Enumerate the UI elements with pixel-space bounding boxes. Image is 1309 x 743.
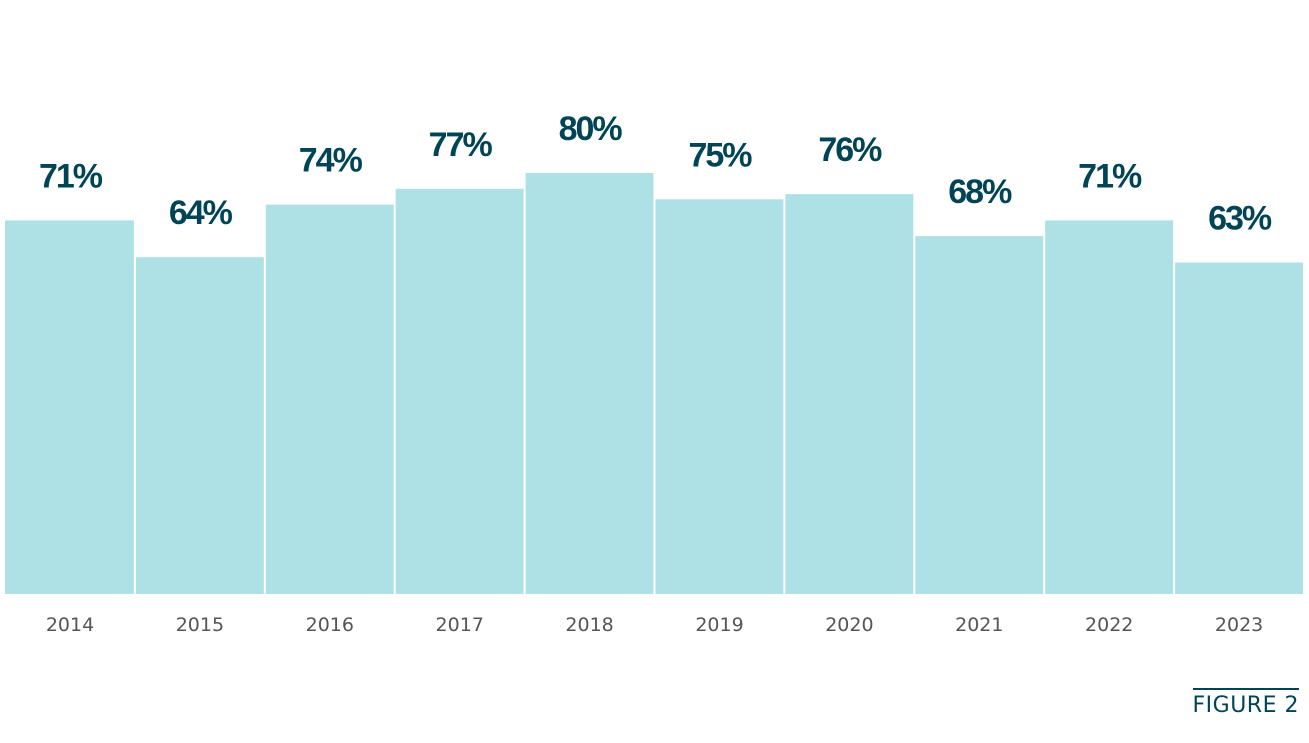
bar-2017 <box>395 188 524 595</box>
bar-value-label-2015: 64% <box>169 194 233 232</box>
x-tick-label-2018: 2018 <box>565 614 613 636</box>
bar-value-label-2020: 76% <box>818 131 882 169</box>
value-labels-group: 71% 64% 74% 77% 80% 75% 76% 68% 71% 63% <box>39 110 1274 238</box>
x-tick-label-2019: 2019 <box>695 614 743 636</box>
bar-value-label-2016: 74% <box>299 142 363 180</box>
bar-2020 <box>785 194 914 594</box>
x-tick-label-2017: 2017 <box>436 614 484 636</box>
bar-value-label-2023: 63% <box>1208 200 1272 238</box>
x-tick-label-2020: 2020 <box>825 614 873 636</box>
bar-value-label-2017: 77% <box>429 126 493 164</box>
figure-label: FIGURE 2 <box>1192 688 1299 718</box>
x-tick-label-2015: 2015 <box>176 614 224 636</box>
x-tick-label-2014: 2014 <box>46 614 94 636</box>
x-axis-tick-labels: 2014 2015 2016 2017 2018 2019 2020 2021 2022 2023 <box>46 614 1263 636</box>
bar-value-label-2018: 80% <box>559 110 623 148</box>
x-tick-label-2022: 2022 <box>1085 614 1133 636</box>
bar-2018 <box>525 173 654 594</box>
bar-2014 <box>5 220 134 594</box>
bar-value-label-2014: 71% <box>39 157 103 195</box>
bar-2021 <box>915 236 1044 594</box>
bar-2016 <box>265 204 394 594</box>
bar-value-label-2022: 71% <box>1078 157 1142 195</box>
bar-value-label-2021: 68% <box>948 173 1012 211</box>
bars-group <box>5 173 1303 595</box>
bar-value-label-2019: 75% <box>688 136 752 174</box>
x-tick-label-2023: 2023 <box>1215 614 1263 636</box>
bar-2022 <box>1045 220 1174 594</box>
x-tick-label-2016: 2016 <box>306 614 354 636</box>
x-tick-label-2021: 2021 <box>955 614 1003 636</box>
bar-2023 <box>1175 262 1303 594</box>
bar-2015 <box>135 257 264 594</box>
bar-2019 <box>655 199 784 595</box>
